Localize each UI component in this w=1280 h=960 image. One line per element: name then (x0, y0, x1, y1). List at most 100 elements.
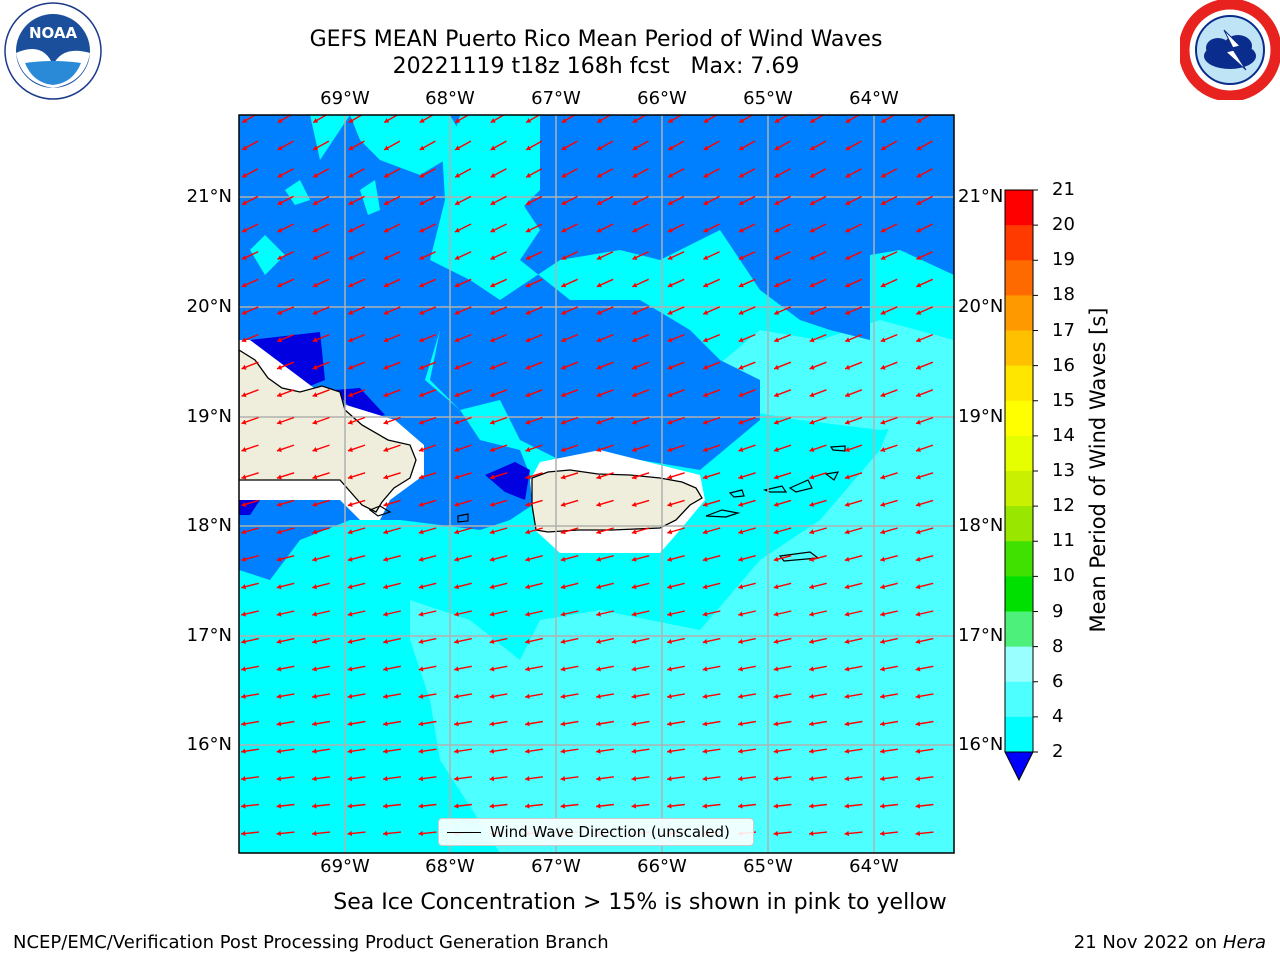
wind-wave-arrow-head (703, 227, 709, 233)
wind-wave-arrow-head (454, 447, 460, 452)
wind-wave-arrow-head (383, 556, 389, 562)
wind-wave-arrow-head (312, 693, 317, 699)
wind-wave-arrow-head (348, 392, 353, 398)
wind-wave-arrow-head (632, 145, 638, 151)
wind-wave-arrow-head (667, 447, 673, 452)
wind-wave-arrow-head (490, 392, 495, 398)
wind-wave-arrow-head (915, 748, 921, 754)
wind-wave-arrow-head (241, 364, 247, 370)
wind-wave-arrow-head (276, 529, 282, 535)
colorbar-tick-label: 4 (1052, 705, 1064, 727)
wind-wave-arrow-head (668, 145, 674, 151)
wind-wave-arrow-head (916, 145, 922, 151)
wind-wave-arrow-head (915, 556, 921, 562)
wind-wave-arrow-head (631, 556, 637, 562)
wind-wave-arrow-head (419, 145, 425, 151)
wind-wave-arrow-head (810, 200, 815, 205)
wind-wave-arrow-head (312, 638, 317, 644)
wind-wave-arrow-head (774, 310, 780, 315)
wind-wave-arrow-head (702, 638, 708, 644)
noaa-logo: NOAA (4, 2, 102, 100)
wind-wave-arrow-head (632, 227, 638, 233)
island-virgin-gorda (824, 471, 840, 481)
wind-wave-arrow-head (631, 776, 637, 782)
wind-wave-arrow-head (667, 611, 672, 617)
wind-wave-arrow-head (384, 200, 389, 205)
wind-wave-arrow-head (347, 748, 353, 754)
wind-wave-arrow-head (774, 392, 779, 398)
wind-wave-arrow-head (241, 611, 246, 617)
wind-wave-arrow-head (383, 611, 388, 617)
wind-wave-arrow-head (596, 666, 601, 672)
wind-wave-arrow-head (525, 392, 531, 398)
wind-wave-arrow-head (241, 282, 247, 288)
wind-wave-arrow-head (383, 529, 389, 535)
colorbar-label: Mean Period of Wind Waves [s] (1086, 307, 1110, 633)
wind-wave-arrow-head (418, 666, 424, 672)
wind-wave-arrow-head (560, 748, 566, 754)
wind-wave-arrow-head (596, 529, 602, 535)
wind-wave-arrow-head (276, 666, 282, 672)
wind-wave-arrow-head (526, 172, 532, 178)
wind-wave-arrow-head (596, 501, 602, 507)
colorbar-tick-label: 2 (1052, 741, 1064, 762)
wind-wave-arrow-head (489, 693, 495, 699)
wind-wave-arrow-head (916, 337, 922, 343)
wind-wave-arrow-head (702, 556, 708, 562)
wind-wave-arrow-head (454, 584, 459, 590)
wind-wave-arrow-head (348, 118, 354, 123)
wind-wave-arrow-head (915, 501, 921, 507)
chart-subtitle: 20221119 t18z 168h fcst Max: 7.69 (392, 54, 800, 79)
field-4-6s-patch-4 (285, 180, 310, 205)
wind-wave-arrow-head (844, 638, 850, 644)
island-vieques (705, 509, 741, 518)
wind-wave-arrow-head (667, 721, 672, 727)
wind-wave-arrow-head (312, 666, 317, 672)
wind-wave-arrow-head (242, 145, 248, 151)
wind-wave-arrow-head (915, 584, 921, 590)
wind-wave-arrow-head (348, 200, 354, 205)
wind-wave-arrow-head (915, 830, 920, 837)
wind-wave-arrow-head (916, 172, 922, 178)
wind-wave-arrow-head (490, 282, 496, 288)
wind-wave-arrow-head (347, 666, 353, 672)
wind-wave-arrow-head (667, 364, 673, 370)
footer-date-text: 21 Nov 2022 on (1073, 932, 1218, 953)
wind-wave-arrow-head (809, 776, 814, 782)
wind-wave-arrow-head (844, 693, 850, 699)
wind-wave-arrow-head (276, 803, 282, 809)
wind-wave-arrow-head (916, 282, 922, 288)
wind-wave-arrow-head (809, 584, 814, 590)
wind-wave-arrow-head (916, 200, 922, 205)
wind-wave-arrow-head (881, 172, 887, 178)
wind-wave-arrow-head (916, 447, 921, 452)
wind-wave-arrow-head (844, 776, 850, 782)
wind-wave-arrow-head (277, 337, 283, 343)
wind-wave-arrow-head (809, 392, 815, 398)
wind-wave-arrow-head (489, 529, 495, 535)
wind-wave-arrow-head (276, 474, 282, 480)
wind-wave-arrow-head (915, 474, 921, 480)
wind-wave-arrow-head (845, 310, 851, 315)
wind-wave-arrow-head (631, 748, 637, 754)
wind-wave-arrow-head (702, 803, 708, 809)
wind-wave-arrow-head (383, 227, 389, 233)
wind-wave-arrow-head (809, 447, 815, 452)
wind-wave-arrow-head (631, 611, 637, 617)
wind-wave-arrow-head (738, 392, 744, 398)
wind-wave-arrow-head (347, 693, 353, 699)
wind-wave-arrow-head (631, 693, 637, 699)
wind-wave-arrow-head (561, 337, 567, 343)
wind-wave-arrow-head (489, 721, 495, 727)
wind-wave-arrow-head (702, 693, 708, 699)
wind-wave-arrow-head (880, 337, 886, 343)
wind-wave-arrow-head (383, 584, 388, 590)
wind-wave-arrow-head (632, 392, 637, 398)
wind-wave-arrow-head (312, 776, 317, 782)
wind-wave-arrow-head (880, 227, 886, 233)
wind-wave-arrow-head (597, 118, 603, 123)
wind-wave-arrow-head (561, 200, 567, 205)
wind-wave-arrow-head (525, 748, 530, 754)
wind-wave-arrow-head (667, 693, 672, 699)
wind-wave-arrow-head (703, 118, 709, 123)
